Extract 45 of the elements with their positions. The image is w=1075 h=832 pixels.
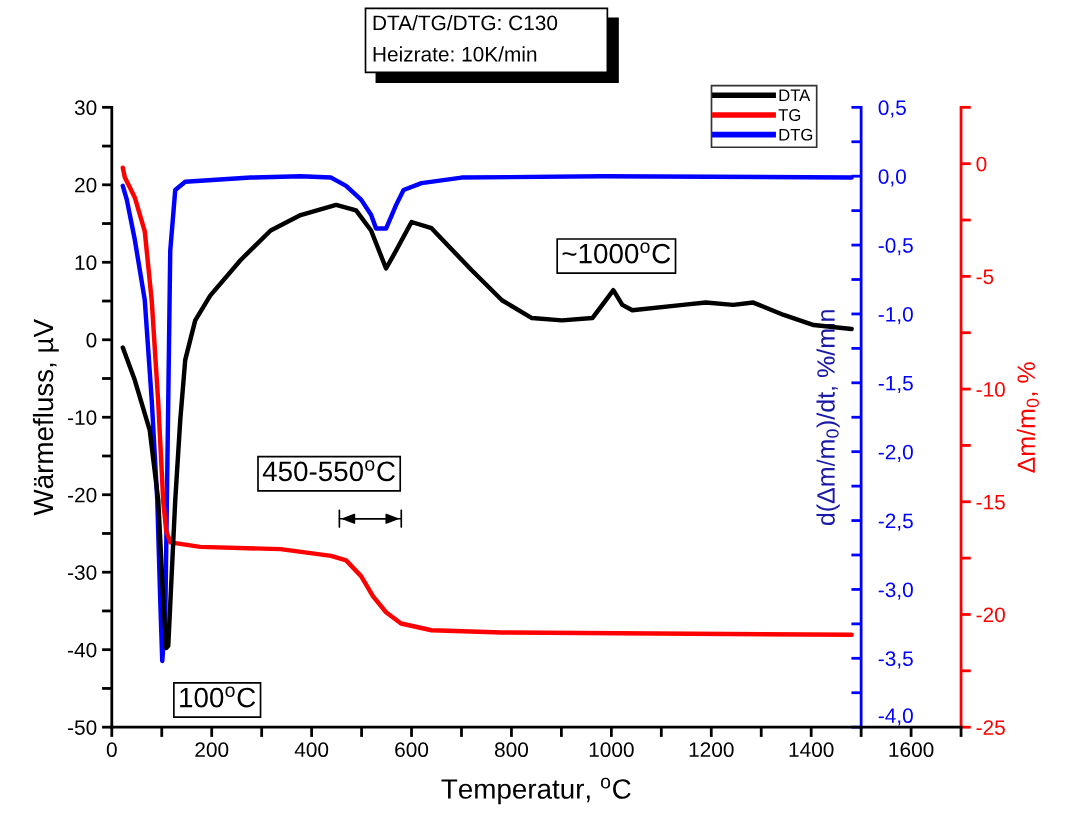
y3-tick-label: -2,0 (878, 444, 913, 462)
y3-tick-label: -3,0 (878, 582, 913, 600)
y3-tick-label: -0,5 (878, 238, 913, 256)
y3-tick-label: 0,0 (878, 169, 906, 187)
annotation: ~1000$^{o}$C (562, 242, 671, 264)
chart-title: DTA/TG/DTG: C130 (373, 14, 558, 31)
y-tick-label: 30 (74, 100, 97, 116)
y-tick-label: 0 (86, 332, 97, 348)
x-tick-label: 800 (494, 742, 529, 758)
y-tick-label: 20 (75, 177, 97, 193)
y3-tick-label: -1,5 (878, 376, 913, 394)
y-tick-label: -40 (68, 642, 97, 658)
y2-tick-label: -10 (976, 382, 1005, 397)
y2-tick-label: 0 (976, 156, 987, 172)
y-tick-label: -10 (68, 410, 97, 425)
annotation: 450-550$^{o}$C (262, 460, 395, 482)
y-tick-label: -20 (68, 487, 97, 503)
x-axis-title: Temperatur, $^{o}$C (441, 777, 631, 805)
annotation: 100$^{o}$C (180, 686, 256, 708)
x-tick-label: 400 (294, 742, 329, 758)
x-tick-label: 600 (395, 742, 429, 758)
y2-tick-label: -20 (976, 607, 1005, 623)
x-tick-label: 0 (106, 742, 117, 758)
legend-label: DTG (779, 128, 813, 141)
y2-tick-label: -5 (976, 269, 994, 285)
x-tick-label: 1400 (789, 742, 834, 758)
legend-label: TG (778, 109, 801, 121)
y2-tick-label: -25 (976, 720, 1005, 735)
x-tick-label: 1600 (889, 742, 934, 758)
y3-tick-label: -3,5 (878, 651, 913, 669)
y-axis-title: Wärmefluss, µV (32, 319, 59, 516)
x-tick-label: 200 (195, 742, 229, 758)
y-tick-label: 10 (75, 255, 97, 271)
legend-label: DTA (779, 89, 811, 102)
y3-tick-label: -2,5 (878, 513, 913, 531)
y-tick-label: -30 (68, 565, 97, 580)
y3-tick-label: 0,5 (878, 100, 906, 118)
y2-tick-label: -15 (976, 494, 1005, 510)
x-tick-label: 1000 (589, 742, 634, 758)
y-tick-label: -50 (68, 720, 97, 735)
chart-subtitle: Heizrate: 10K/min (373, 46, 537, 62)
x-tick-label: 1200 (689, 742, 734, 758)
y3-tick-label: -1,0 (878, 306, 913, 325)
y3-tick-label: -4,0 (878, 708, 913, 726)
y2-axis-title: Δm/m$_{0}$, % (1016, 362, 1039, 473)
